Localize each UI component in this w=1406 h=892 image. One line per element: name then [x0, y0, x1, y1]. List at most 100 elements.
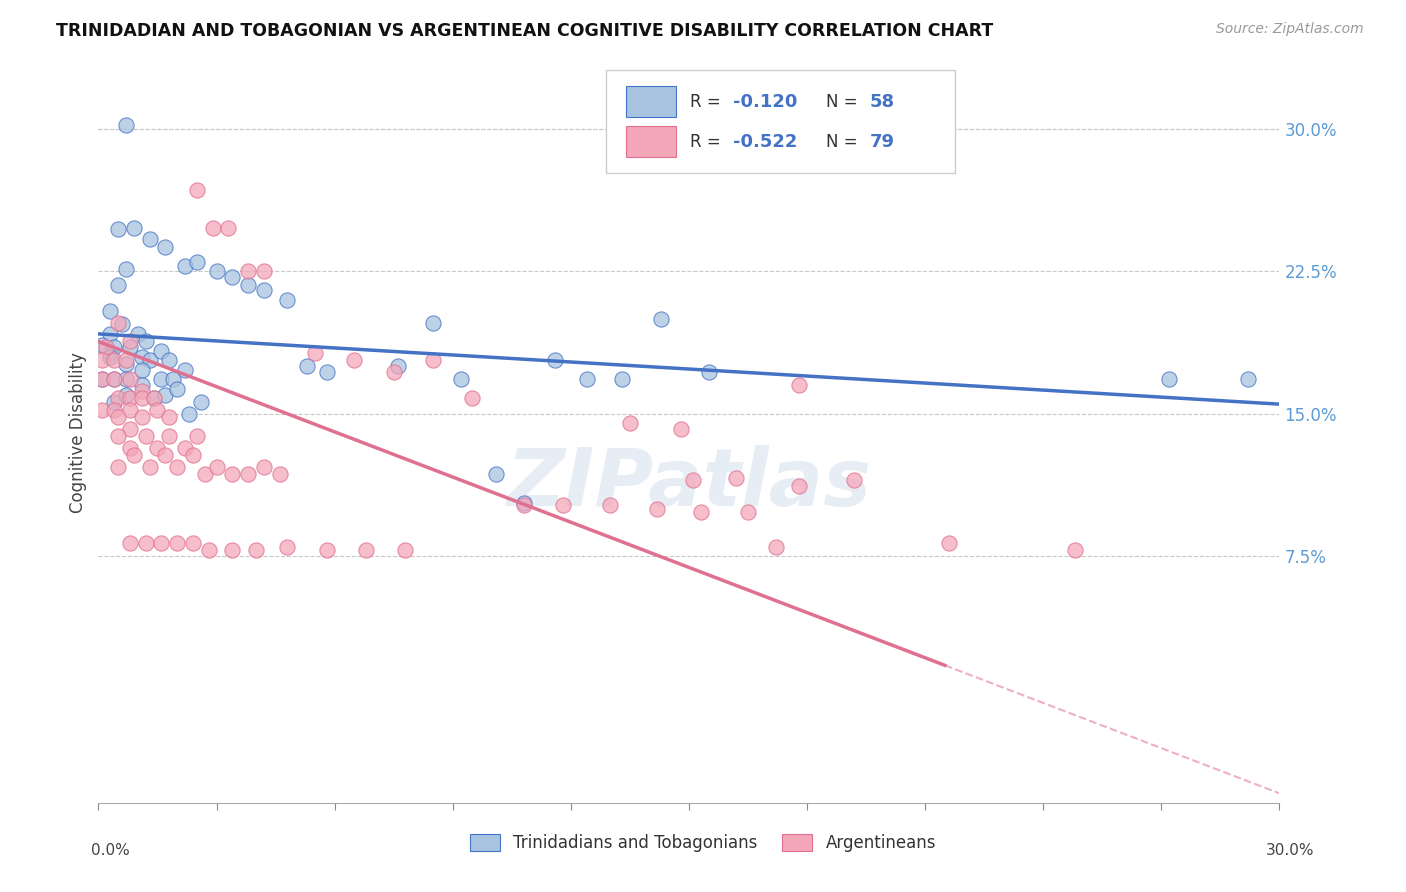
- Point: [115, 372, 138, 386]
- Point: [91, 372, 114, 386]
- Text: N =: N =: [825, 133, 863, 151]
- Point: [131, 384, 153, 398]
- Point: [157, 353, 180, 368]
- Point: [787, 378, 810, 392]
- Point: [512, 498, 534, 512]
- Point: [221, 467, 243, 482]
- Point: [186, 429, 208, 443]
- Point: [115, 353, 138, 368]
- Point: [253, 283, 276, 297]
- Point: [103, 372, 125, 386]
- Point: [938, 535, 960, 549]
- Text: 58: 58: [870, 93, 894, 111]
- Point: [166, 535, 188, 549]
- Point: [599, 498, 621, 512]
- Point: [650, 311, 672, 326]
- Point: [103, 340, 125, 354]
- Point: [236, 277, 259, 292]
- Text: N =: N =: [825, 93, 863, 111]
- Point: [221, 543, 243, 558]
- Point: [245, 543, 267, 558]
- Point: [765, 540, 787, 554]
- Text: -0.120: -0.120: [733, 93, 797, 111]
- Y-axis label: Cognitive Disability: Cognitive Disability: [69, 352, 87, 513]
- Point: [422, 353, 444, 368]
- Point: [236, 467, 259, 482]
- Point: [394, 543, 416, 558]
- FancyBboxPatch shape: [606, 70, 955, 173]
- Point: [118, 441, 141, 455]
- Point: [205, 264, 228, 278]
- Text: ZIPatlas: ZIPatlas: [506, 445, 872, 524]
- Point: [217, 220, 239, 235]
- Point: [107, 222, 129, 236]
- Point: [98, 304, 121, 318]
- Text: R =: R =: [690, 93, 725, 111]
- Point: [236, 264, 259, 278]
- Point: [98, 326, 121, 341]
- Point: [575, 372, 598, 386]
- Point: [194, 467, 217, 482]
- Point: [107, 459, 129, 474]
- Point: [315, 365, 337, 379]
- Point: [1159, 372, 1181, 386]
- Point: [91, 338, 114, 352]
- Bar: [626, 87, 676, 117]
- Legend: Trinidadians and Tobagonians, Argentineans: Trinidadians and Tobagonians, Argentinea…: [463, 827, 943, 859]
- Text: R =: R =: [690, 133, 725, 151]
- Point: [276, 293, 298, 307]
- Point: [201, 220, 224, 235]
- Text: 79: 79: [870, 133, 894, 151]
- Text: -0.522: -0.522: [733, 133, 797, 151]
- Point: [118, 392, 141, 406]
- Point: [619, 416, 641, 430]
- Point: [107, 429, 129, 443]
- Point: [103, 353, 125, 368]
- Point: [485, 467, 508, 482]
- Point: [118, 372, 141, 386]
- Point: [103, 395, 125, 409]
- Point: [131, 410, 153, 425]
- Point: [315, 543, 337, 558]
- Text: 0.0%: 0.0%: [91, 843, 131, 858]
- Point: [162, 372, 184, 386]
- Point: [131, 350, 153, 364]
- Point: [197, 543, 219, 558]
- Point: [103, 402, 125, 417]
- Point: [115, 118, 138, 132]
- Point: [276, 540, 298, 554]
- Point: [682, 473, 704, 487]
- Point: [1063, 543, 1085, 558]
- Text: Source: ZipAtlas.com: Source: ZipAtlas.com: [1216, 22, 1364, 37]
- Point: [91, 402, 114, 417]
- Point: [138, 459, 160, 474]
- Point: [157, 410, 180, 425]
- Point: [166, 382, 188, 396]
- Point: [150, 535, 173, 549]
- Point: [135, 535, 157, 549]
- Point: [146, 441, 169, 455]
- Point: [174, 441, 197, 455]
- Point: [107, 316, 129, 330]
- Point: [118, 334, 141, 349]
- Point: [98, 346, 121, 360]
- Point: [135, 334, 157, 349]
- Point: [118, 422, 141, 436]
- Point: [174, 259, 197, 273]
- Point: [111, 318, 134, 332]
- Point: [177, 407, 200, 421]
- Point: [610, 372, 633, 386]
- Text: 30.0%: 30.0%: [1267, 843, 1315, 858]
- Point: [115, 262, 138, 277]
- Point: [221, 269, 243, 284]
- Point: [544, 353, 567, 368]
- Point: [689, 505, 711, 519]
- Point: [107, 410, 129, 425]
- Point: [181, 535, 204, 549]
- Point: [155, 387, 177, 401]
- Point: [253, 264, 276, 278]
- Point: [138, 353, 160, 368]
- Point: [787, 479, 810, 493]
- Point: [122, 449, 145, 463]
- Point: [725, 471, 748, 485]
